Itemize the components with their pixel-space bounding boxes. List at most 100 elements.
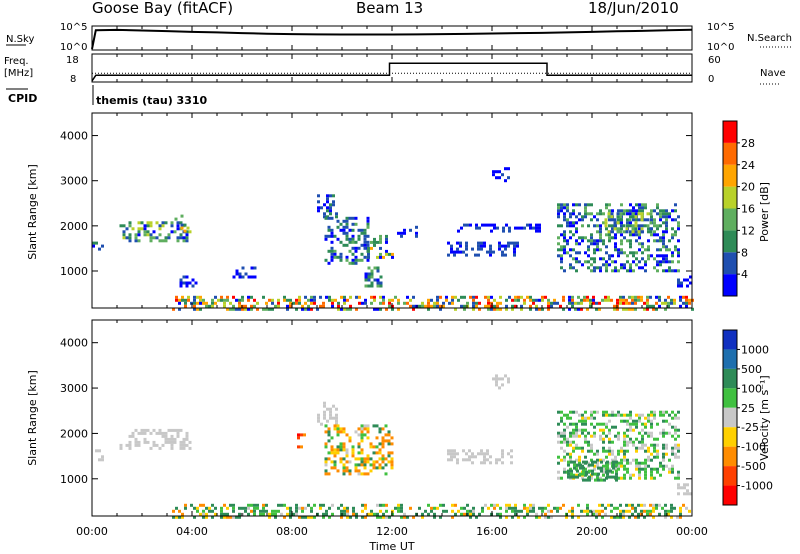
scatter-cell bbox=[635, 425, 638, 429]
scatter-cell bbox=[339, 457, 343, 461]
scatter-cell bbox=[176, 428, 180, 432]
scatter-cell bbox=[535, 226, 538, 230]
scatter-cell bbox=[180, 226, 184, 230]
scatter-cell bbox=[673, 298, 676, 302]
scatter-cell bbox=[322, 515, 325, 519]
scatter-cell bbox=[665, 224, 668, 228]
scatter-cell bbox=[131, 431, 135, 435]
scatter-cell bbox=[644, 260, 647, 264]
scatter-cell bbox=[569, 452, 572, 456]
scatter-cell bbox=[400, 509, 403, 513]
scatter-cell bbox=[634, 295, 637, 299]
scatter-cell bbox=[602, 437, 605, 441]
scatter-cell bbox=[412, 307, 415, 311]
scatter-cell bbox=[603, 478, 606, 482]
scatter-cell bbox=[644, 248, 647, 252]
scatter-cell bbox=[283, 298, 286, 302]
scatter-cell bbox=[597, 472, 600, 476]
scatter-cell bbox=[662, 467, 665, 471]
scatter-cell bbox=[667, 304, 670, 308]
scatter-cell bbox=[327, 451, 331, 455]
scatter-cell bbox=[679, 512, 682, 516]
scatter-cell bbox=[324, 216, 328, 220]
scatter-cell bbox=[489, 253, 492, 257]
scatter-cell bbox=[304, 295, 307, 299]
scatter-cell bbox=[397, 307, 400, 311]
scatter-cell bbox=[351, 228, 355, 232]
scatter-cell bbox=[606, 469, 609, 473]
scatter-cell bbox=[176, 434, 180, 438]
scatter-cell bbox=[339, 427, 343, 431]
scatter-cell bbox=[220, 506, 223, 510]
scatter-cell bbox=[463, 304, 466, 308]
scatter-cell bbox=[339, 460, 343, 464]
scatter-cell bbox=[602, 239, 605, 243]
scatter-cell bbox=[152, 236, 156, 240]
scatter-cell bbox=[562, 298, 565, 302]
scatter-cell bbox=[342, 225, 346, 229]
scatter-cell bbox=[387, 451, 391, 455]
scatter-cell bbox=[226, 512, 229, 516]
scatter-cell bbox=[658, 503, 661, 507]
scatter-cell bbox=[541, 506, 544, 510]
scatter-cell bbox=[250, 503, 253, 507]
scatter-cell bbox=[620, 203, 623, 207]
freq-tick-bottom: 8 bbox=[70, 74, 76, 85]
scatter-cell bbox=[262, 503, 265, 507]
scatter-cell bbox=[575, 425, 578, 429]
scatter-cell bbox=[511, 506, 514, 510]
scatter-cell bbox=[647, 257, 650, 261]
scatter-cell bbox=[345, 469, 349, 473]
scatter-cell bbox=[626, 413, 629, 417]
scatter-cell bbox=[605, 455, 608, 459]
scatter-cell bbox=[557, 434, 560, 438]
scatter-cell bbox=[656, 239, 659, 243]
scatter-cell bbox=[472, 295, 475, 299]
scatter-cell bbox=[505, 298, 508, 302]
scatter-cell bbox=[354, 430, 358, 434]
scatter-cell bbox=[571, 298, 574, 302]
scatter-cell bbox=[535, 229, 538, 233]
scatter-cell bbox=[623, 413, 626, 417]
scatter-cell bbox=[459, 241, 462, 245]
scatter-cell bbox=[496, 226, 499, 230]
velocity-colorbar-frame bbox=[722, 329, 738, 506]
scatter-cell bbox=[665, 452, 668, 456]
scatter-cell bbox=[433, 304, 436, 308]
scatter-cell bbox=[659, 260, 662, 264]
scatter-cell bbox=[477, 244, 480, 248]
scatter-cell bbox=[101, 455, 104, 459]
scatter-cell bbox=[98, 458, 101, 462]
scatter-cell bbox=[199, 298, 202, 302]
scatter-cell bbox=[289, 512, 292, 516]
scatter-cell bbox=[375, 451, 379, 455]
scatter-cell bbox=[586, 512, 589, 516]
scatter-cell bbox=[460, 295, 463, 299]
scatter-cell bbox=[571, 295, 574, 299]
scatter-cell bbox=[193, 295, 196, 299]
time-tick-label: 00:00 bbox=[76, 525, 108, 538]
scatter-cell bbox=[250, 275, 254, 279]
scatter-cell bbox=[324, 237, 328, 241]
scatter-cell bbox=[508, 506, 511, 510]
scatter-cell bbox=[569, 224, 572, 228]
scatter-cell bbox=[668, 212, 671, 216]
scatter-cell bbox=[605, 203, 608, 207]
scatter-cell bbox=[665, 212, 668, 216]
scatter-cell bbox=[619, 509, 622, 513]
scatter-cell bbox=[577, 295, 580, 299]
scatter-cell bbox=[450, 458, 453, 462]
scatter-cell bbox=[570, 475, 573, 479]
scatter-cell bbox=[173, 230, 177, 234]
scatter-cell bbox=[483, 458, 486, 462]
scatter-cell bbox=[595, 512, 598, 516]
scatter-cell bbox=[569, 263, 572, 267]
scatter-cell bbox=[659, 248, 662, 252]
scatter-cell bbox=[226, 515, 229, 519]
scatter-cell bbox=[360, 451, 364, 455]
scatter-cell bbox=[516, 241, 519, 245]
scatter-cell bbox=[390, 436, 394, 440]
scatter-cell bbox=[658, 295, 661, 299]
scatter-cell bbox=[360, 436, 364, 440]
